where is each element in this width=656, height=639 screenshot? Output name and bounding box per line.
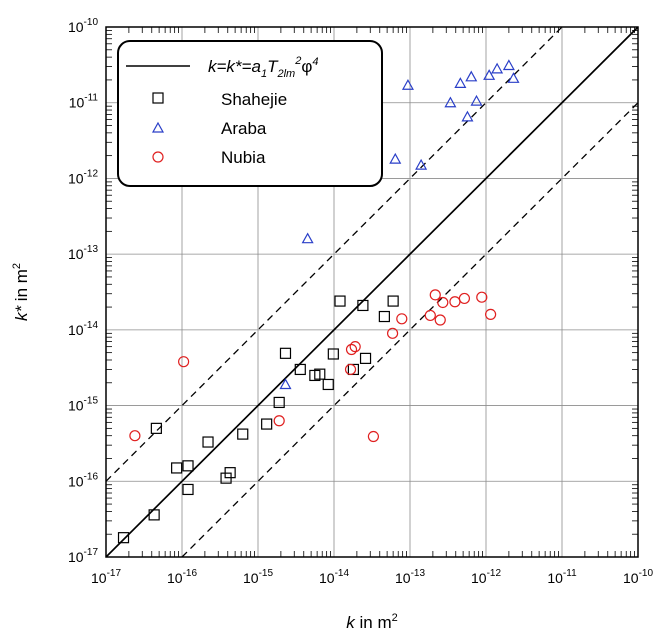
araba-point xyxy=(502,59,515,71)
legend: k=k*=a1T2lm2φ4 Shahejie Araba Nubia xyxy=(117,40,383,187)
shahejie-point xyxy=(202,436,214,448)
nubia-point xyxy=(424,309,436,322)
x-tick-label: 10-12 xyxy=(471,568,501,586)
nubia-point xyxy=(437,296,449,309)
araba-point xyxy=(279,378,292,390)
legend-marker-nubia xyxy=(152,151,164,163)
nubia-point xyxy=(449,296,461,308)
one-to-one-line xyxy=(105,26,639,558)
x-tick-label: 10-10 xyxy=(623,568,653,586)
araba-point xyxy=(444,96,457,108)
shahejie-point xyxy=(314,368,326,380)
x-tick-label: 10-16 xyxy=(167,568,197,586)
nubia-point xyxy=(273,415,285,427)
y-axis-rest: in m xyxy=(12,269,31,306)
minor-ticks xyxy=(106,27,638,557)
nubia-point xyxy=(349,341,361,353)
y-tick-label: 10-17 xyxy=(68,547,98,565)
y-axis-title: k* in m2 xyxy=(11,263,31,321)
legend-label-araba: Araba xyxy=(221,119,267,138)
x-tick-label: 10-17 xyxy=(91,568,121,586)
shahejie-point xyxy=(237,428,249,440)
nubia-point xyxy=(367,430,380,443)
legend-label-shahejie: Shahejie xyxy=(221,90,287,109)
araba-point xyxy=(454,77,467,88)
shahejie-point xyxy=(273,396,285,409)
araba-point xyxy=(401,79,414,90)
nubia-point xyxy=(178,356,190,368)
x-axis-rest: in m xyxy=(355,613,392,632)
y-tick-label: 10-14 xyxy=(68,320,98,338)
shahejie-point xyxy=(327,348,339,360)
y-tick-label: 10-10 xyxy=(68,17,98,35)
shahejie-point xyxy=(224,467,236,479)
plot-frame xyxy=(105,26,639,558)
araba-point xyxy=(301,232,314,244)
y-axis-var: k* xyxy=(12,305,31,322)
y-tick-label: 10-13 xyxy=(68,244,98,262)
nubia-point xyxy=(485,308,497,321)
shahejie-point xyxy=(294,363,306,376)
reference-lines xyxy=(105,26,639,558)
araba-point xyxy=(461,110,474,122)
legend-marker-araba xyxy=(151,121,165,133)
nubia-point xyxy=(386,327,399,339)
legend-label-formula: k=k*=a1T2lm2φ4 xyxy=(208,55,318,80)
shahejie-point xyxy=(117,532,130,544)
y-tick-labels: 10-17 10-16 10-15 10-14 10-13 10-12 10-11 10-10 xyxy=(68,17,98,565)
shahejie-point xyxy=(279,347,292,359)
y-tick-label: 10-12 xyxy=(68,168,98,186)
x-axis-var: k xyxy=(346,613,356,632)
araba-point xyxy=(507,72,520,83)
shahejie-point xyxy=(182,483,194,496)
y-tick-label: 10-11 xyxy=(69,93,99,111)
x-tick-label: 10-14 xyxy=(319,568,349,586)
x-tick-labels: 10-17 10-16 10-15 10-14 10-13 10-12 10-11 10-10 xyxy=(91,568,653,586)
araba-point xyxy=(470,94,483,106)
nubia-point xyxy=(396,313,408,325)
shahejie-point xyxy=(150,422,162,434)
legend-label-nubia: Nubia xyxy=(221,148,266,167)
y-tick-label: 10-16 xyxy=(68,471,98,489)
shahejie-point xyxy=(378,310,390,323)
legend-box xyxy=(117,40,383,187)
shahejie-point xyxy=(347,363,360,376)
legend-marker-shahejie xyxy=(152,92,164,104)
x-tick-label: 10-13 xyxy=(395,568,425,586)
nubia-point xyxy=(434,314,446,326)
shahejie-point xyxy=(182,460,194,472)
y-tick-label: 10-15 xyxy=(68,396,98,414)
shahejie-point xyxy=(322,378,334,391)
x-tick-label: 10-15 xyxy=(243,568,273,586)
y-axis-sup: 2 xyxy=(11,263,23,269)
nubia-point xyxy=(458,292,471,305)
x-tick-label: 10-11 xyxy=(547,568,577,586)
nubia-point xyxy=(129,430,141,442)
araba-point xyxy=(491,62,504,74)
shahejie-point xyxy=(359,352,372,364)
shahejie-point xyxy=(261,418,273,430)
shahejie-point xyxy=(334,295,346,307)
shahejie-point xyxy=(171,462,183,474)
araba-point xyxy=(415,158,428,170)
araba-point xyxy=(483,69,496,80)
araba-point xyxy=(465,70,478,82)
nubia-point xyxy=(429,289,441,301)
nubia-point xyxy=(344,363,357,376)
x-axis-sup: 2 xyxy=(392,612,398,624)
nubia-point xyxy=(345,343,358,356)
shahejie-point xyxy=(387,295,399,307)
data-points xyxy=(117,59,520,544)
araba-point xyxy=(389,152,402,164)
shahejie-point xyxy=(357,299,369,312)
x-axis-title: k in m2 xyxy=(346,612,397,632)
nubia-point xyxy=(476,291,488,303)
shahejie-point xyxy=(148,509,160,521)
